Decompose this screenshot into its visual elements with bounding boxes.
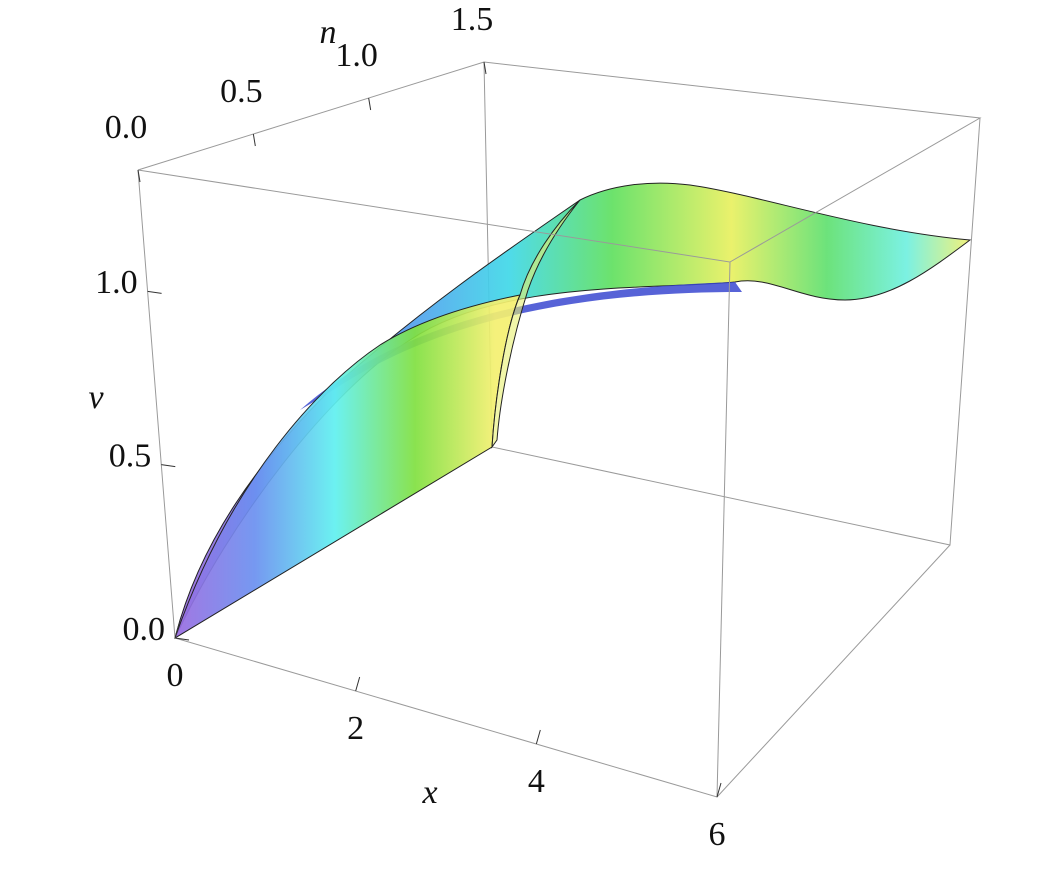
surface-front: [174, 294, 521, 640]
n-tick-label: 1.0: [335, 37, 378, 74]
n-tick: [368, 97, 372, 111]
v-axis-label: v: [88, 379, 104, 416]
x-tick-label: 0: [167, 657, 184, 694]
n-tick-label: 1.5: [451, 1, 494, 38]
x-tick-label: 6: [709, 816, 726, 853]
v-tick: [147, 290, 162, 294]
x-tick: [535, 729, 541, 745]
surface-front-strip: [491, 199, 581, 449]
surface-back: [174, 182, 972, 639]
v-tick: [174, 637, 190, 641]
x-axis-label: x: [421, 774, 437, 811]
n-tick: [252, 133, 256, 147]
n-axis-label: n: [320, 14, 337, 51]
box-front: [137, 61, 982, 798]
n-tick: [137, 169, 141, 183]
v-tick-label: 0.0: [123, 611, 166, 648]
n-tick: [483, 61, 487, 75]
x-tick-label: 4: [528, 763, 545, 800]
surface: [174, 182, 972, 640]
v-tick: [161, 464, 176, 468]
n-tick-label: 0.0: [105, 109, 148, 146]
x-tick-label: 2: [347, 710, 364, 747]
x-tick: [174, 623, 180, 639]
v-tick-label: 0.5: [109, 437, 152, 474]
x-tick: [716, 782, 722, 798]
v-tick-label: 1.0: [95, 264, 138, 301]
x-tick: [355, 676, 361, 692]
n-tick-label: 0.5: [220, 73, 263, 110]
